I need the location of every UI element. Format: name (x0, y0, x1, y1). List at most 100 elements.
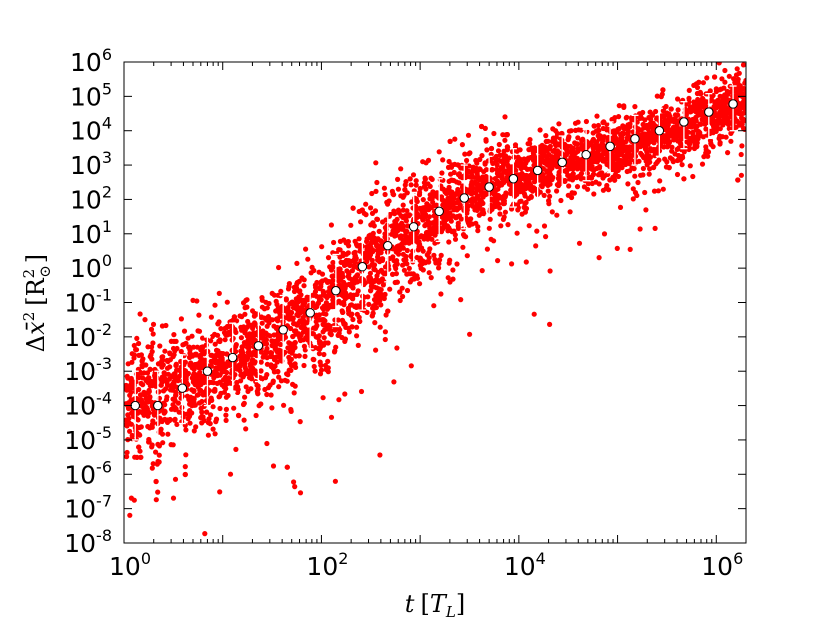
scatter-point (124, 417, 129, 423)
scatter-point (128, 381, 134, 387)
x-tick-label: 102 (306, 549, 348, 581)
scatter-point (382, 191, 388, 198)
scatter-point (371, 266, 377, 272)
scatter-point (243, 426, 249, 432)
scatter-point (736, 110, 742, 116)
scatter-point (488, 151, 494, 157)
scatter-point (239, 348, 245, 354)
scatter-point (523, 186, 529, 192)
scatter-point (547, 143, 554, 149)
scatter-point (410, 172, 417, 178)
scatter-point (734, 66, 740, 72)
scatter-point (676, 153, 682, 159)
scatter-point (282, 334, 289, 340)
scatter-point (214, 371, 220, 377)
scatter-point (396, 210, 402, 216)
scatter-point (564, 147, 570, 154)
scatter-point (172, 417, 178, 423)
scatter-point (148, 382, 154, 388)
scatter-point (410, 271, 416, 277)
scatter-point (387, 211, 393, 217)
scatter-point (264, 305, 270, 311)
scatter-point (637, 226, 643, 232)
scatter-point (302, 347, 308, 353)
mean-marker (130, 400, 140, 411)
scatter-point (466, 151, 472, 157)
scatter-point (172, 476, 179, 482)
scatter-point (605, 187, 612, 193)
scatter-point (159, 364, 165, 370)
scatter-point (724, 110, 730, 116)
scatter-point (639, 152, 645, 158)
scatter-point (452, 136, 458, 142)
scatter-point (369, 190, 375, 197)
scatter-point (504, 132, 510, 138)
scatter-point (227, 331, 233, 337)
scatter-point (321, 351, 327, 358)
scatter-point (311, 357, 317, 363)
scatter-point (297, 288, 303, 294)
scatter-point (275, 292, 281, 298)
scatter-point (590, 149, 596, 155)
scatter-point (322, 303, 329, 310)
scatter-point (735, 177, 741, 183)
scatter-point (190, 372, 197, 378)
scatter-point (527, 137, 533, 143)
scatter-point (400, 251, 406, 257)
scatter-point (285, 345, 291, 351)
scatter-point (517, 189, 524, 195)
scatter-point (675, 96, 681, 102)
scatter-point (155, 361, 162, 367)
scatter-point (237, 368, 243, 374)
scatter-point (464, 253, 470, 259)
mean-marker (557, 157, 567, 168)
scatter-point (502, 114, 508, 120)
y-tick-label: 10-7 (64, 492, 112, 524)
scatter-point (439, 170, 445, 176)
scatter-point (385, 308, 391, 314)
scatter-point (723, 134, 729, 140)
scatter-point (650, 122, 656, 128)
scatter-point (361, 210, 367, 216)
scatter-point (627, 246, 633, 252)
scatter-point (613, 147, 619, 153)
scatter-point (213, 416, 220, 422)
scatter-point (332, 478, 338, 484)
scatter-point (400, 262, 406, 268)
scatter-point (595, 122, 602, 129)
scatter-point (625, 130, 631, 136)
scatter-point (380, 278, 386, 284)
y-tick-label: 105 (70, 79, 112, 111)
y-tick-label: 103 (70, 148, 112, 180)
scatter-point (427, 196, 433, 202)
scatter-point (570, 171, 576, 177)
scatter-point (600, 187, 607, 193)
scatter-point (612, 177, 618, 183)
scatter-point (258, 368, 264, 374)
y-axis-label: Δx̄2[R2⊙] (20, 254, 54, 352)
scatter-point (276, 354, 282, 360)
scatter-point (624, 114, 630, 120)
scatter-point (346, 329, 352, 335)
scatter-point (417, 281, 423, 287)
scatter-point (531, 185, 537, 191)
scatter-point (484, 191, 490, 197)
scatter-point (297, 419, 303, 425)
scatter-point (351, 263, 357, 269)
x-tick-label: 106 (701, 549, 743, 581)
scatter-point (467, 331, 473, 337)
scatter-point (707, 138, 714, 144)
scatter-point (647, 166, 653, 172)
scatter-point (447, 138, 453, 144)
scatter-point (733, 88, 739, 94)
scatter-point (648, 148, 654, 154)
scatter-point (690, 129, 696, 135)
scatter-point (678, 136, 685, 142)
scatter-point (521, 156, 528, 162)
scatter-point (292, 344, 298, 351)
scatter-point (698, 91, 704, 97)
scatter-point (460, 244, 466, 250)
y-tick-label: 100 (70, 251, 112, 283)
scatter-point (401, 267, 407, 273)
scatter-point (549, 154, 555, 160)
